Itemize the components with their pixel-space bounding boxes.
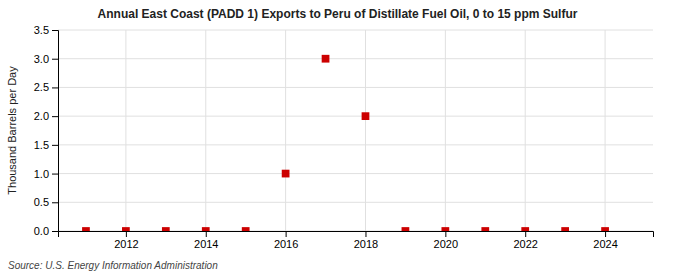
y-tick-label: 3.0 [34, 53, 49, 65]
y-tick-mark [52, 30, 58, 31]
x-axis: 2012 2014 2016 2018 2020 2022 2024 [59, 231, 654, 250]
point [521, 227, 529, 231]
x-tick-label: 2012 [114, 238, 138, 250]
point [362, 112, 370, 120]
x-axis-line [59, 232, 654, 238]
y-tick: 3.5 [34, 24, 58, 36]
y-grid-line [58, 116, 653, 117]
point [322, 55, 330, 63]
y-tick-mark [52, 174, 58, 175]
y-tick-mark [52, 145, 58, 146]
y-tick-label: 2.5 [34, 81, 49, 93]
point [561, 227, 569, 231]
x-tick-label: 2024 [593, 238, 617, 250]
y-grid-line [58, 58, 653, 59]
y-grid-line [58, 30, 653, 31]
x-tick-mark [126, 231, 127, 237]
point [402, 227, 410, 231]
x-tick: 2014 [194, 231, 218, 250]
x-grid-line [125, 30, 126, 231]
x-grid-line [205, 30, 206, 231]
annotation: Source: U.S. Energy Information Administ… [8, 260, 218, 271]
point [122, 227, 130, 231]
y-tick: 0.0 [34, 225, 58, 237]
x-grid-line [285, 30, 286, 231]
point [202, 227, 210, 231]
x-tick-label: 2022 [513, 238, 537, 250]
x-tick-label: 2018 [354, 238, 378, 250]
point [82, 227, 90, 231]
point [242, 227, 250, 231]
x-tick: 2016 [274, 231, 298, 250]
x-tick-mark [525, 231, 526, 237]
plot-area: 2012 2014 2016 2018 2020 2022 2024 0.0 0.5 1.0 1.5… [34, 24, 654, 250]
x-tick-mark [445, 231, 446, 237]
y-grid-line [58, 202, 653, 203]
x-tick-mark [206, 231, 207, 237]
x-tick-label: 2014 [194, 238, 218, 250]
y-tick-mark [52, 87, 58, 88]
y-axis-title: Thousand Barrels per Day [6, 66, 18, 195]
x-tick-label: 2016 [274, 238, 298, 250]
y-axis: 0.0 0.5 1.0 1.5 2.0 2.5 3.0 3.5 [34, 24, 59, 237]
y-tick-mark [52, 59, 58, 60]
points [82, 55, 609, 231]
x-grid-line [365, 30, 366, 231]
title: Annual East Coast (PADD 1) Exports to Pe… [98, 7, 578, 21]
y-tick-label: 0.5 [34, 196, 49, 208]
y-tick: 1.0 [34, 168, 58, 180]
chart: 2012 2014 2016 2018 2020 2022 2024 0.0 0.5 1.0 1.5… [0, 0, 675, 275]
x-grid-line [605, 30, 606, 231]
y-tick-label: 2.0 [34, 110, 49, 122]
x-grid-line [525, 30, 526, 231]
x-tick-label: 2020 [434, 238, 458, 250]
y-grid-line [58, 173, 653, 174]
point [481, 227, 489, 231]
point [601, 227, 609, 231]
grid [58, 30, 653, 231]
x-tick-mark [605, 231, 606, 237]
y-tick: 2.0 [34, 110, 58, 122]
y-tick-label: 3.5 [34, 24, 49, 36]
y-tick-mark [52, 202, 58, 203]
y-tick: 0.5 [34, 196, 58, 208]
y-tick-mark [52, 116, 58, 117]
x-grid-line [445, 30, 446, 231]
y-tick-label: 1.5 [34, 139, 49, 151]
x-tick: 2018 [354, 231, 378, 250]
point [282, 170, 290, 178]
y-grid-line [58, 144, 653, 145]
point [162, 227, 170, 231]
y-tick: 2.5 [34, 81, 58, 93]
y-axis-line [52, 31, 59, 232]
x-tick-mark [365, 231, 366, 237]
y-tick-mark [52, 231, 58, 232]
y-grid-line [58, 87, 653, 88]
y-tick-label: 1.0 [34, 168, 49, 180]
point [441, 227, 449, 231]
x-tick-mark [286, 231, 287, 237]
x-tick: 2024 [593, 231, 617, 250]
y-tick-label: 0.0 [34, 225, 49, 237]
y-tick: 3.0 [34, 53, 58, 65]
x-tick: 2022 [513, 231, 537, 250]
x-tick: 2020 [434, 231, 458, 250]
x-tick: 2012 [114, 231, 138, 250]
y-tick: 1.5 [34, 139, 58, 151]
